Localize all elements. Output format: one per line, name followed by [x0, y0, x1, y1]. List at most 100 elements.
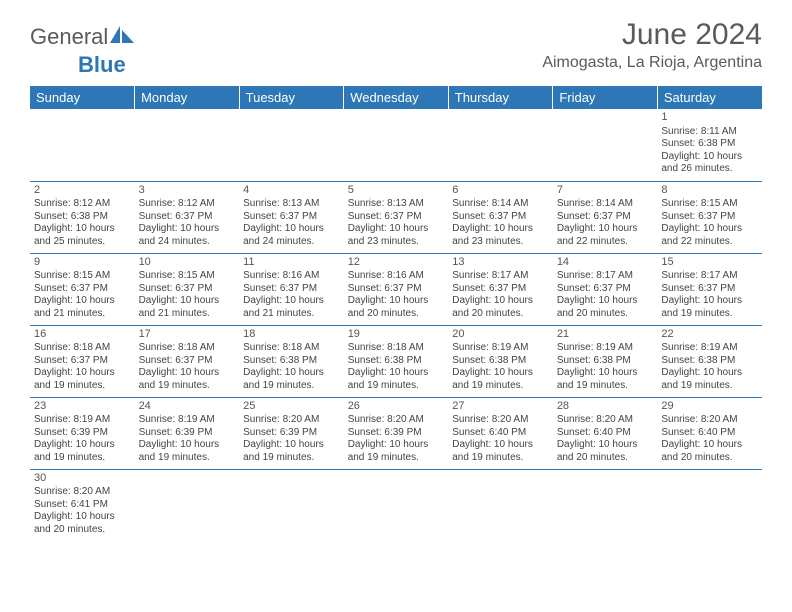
- daylight-line-1: Daylight: 10 hours: [139, 367, 236, 380]
- sunset-line: Sunset: 6:37 PM: [557, 283, 654, 296]
- daylight-line-2: and 19 minutes.: [243, 452, 340, 465]
- sunset-line: Sunset: 6:38 PM: [34, 211, 131, 224]
- sunrise-line: Sunrise: 8:20 AM: [34, 486, 131, 499]
- daylight-line-2: and 24 minutes.: [139, 236, 236, 249]
- sunset-line: Sunset: 6:37 PM: [243, 211, 340, 224]
- daylight-line-1: Daylight: 10 hours: [243, 439, 340, 452]
- day-number: 10: [139, 256, 236, 270]
- sunset-line: Sunset: 6:38 PM: [348, 355, 445, 368]
- daylight-line-1: Daylight: 10 hours: [34, 223, 131, 236]
- calendar-day-cell: 20Sunrise: 8:19 AMSunset: 6:38 PMDayligh…: [448, 325, 553, 397]
- sunrise-line: Sunrise: 8:18 AM: [348, 342, 445, 355]
- calendar-day-cell: 27Sunrise: 8:20 AMSunset: 6:40 PMDayligh…: [448, 397, 553, 469]
- calendar-empty-cell: [448, 109, 553, 181]
- calendar-empty-cell: [30, 109, 135, 181]
- sunrise-line: Sunrise: 8:18 AM: [243, 342, 340, 355]
- daylight-line-2: and 22 minutes.: [661, 236, 758, 249]
- sunset-line: Sunset: 6:41 PM: [34, 499, 131, 512]
- sunrise-line: Sunrise: 8:20 AM: [452, 414, 549, 427]
- day-number: 6: [452, 184, 549, 198]
- calendar-empty-cell: [344, 469, 449, 541]
- daylight-line-2: and 19 minutes.: [139, 380, 236, 393]
- calendar-row: 16Sunrise: 8:18 AMSunset: 6:37 PMDayligh…: [30, 325, 762, 397]
- sail-icon: [110, 24, 136, 50]
- sunrise-line: Sunrise: 8:20 AM: [557, 414, 654, 427]
- sunset-line: Sunset: 6:39 PM: [348, 427, 445, 440]
- daylight-line-1: Daylight: 10 hours: [557, 295, 654, 308]
- sunrise-line: Sunrise: 8:11 AM: [661, 126, 758, 139]
- weekday-header: Tuesday: [239, 86, 344, 109]
- sunset-line: Sunset: 6:37 PM: [661, 211, 758, 224]
- sunrise-line: Sunrise: 8:19 AM: [139, 414, 236, 427]
- sunrise-line: Sunrise: 8:20 AM: [348, 414, 445, 427]
- sunrise-line: Sunrise: 8:20 AM: [243, 414, 340, 427]
- daylight-line-1: Daylight: 10 hours: [243, 367, 340, 380]
- daylight-line-2: and 19 minutes.: [243, 380, 340, 393]
- calendar-day-cell: 14Sunrise: 8:17 AMSunset: 6:37 PMDayligh…: [553, 253, 658, 325]
- weekday-header: Wednesday: [344, 86, 449, 109]
- sunrise-line: Sunrise: 8:12 AM: [34, 198, 131, 211]
- sunrise-line: Sunrise: 8:19 AM: [557, 342, 654, 355]
- sunset-line: Sunset: 6:37 PM: [557, 211, 654, 224]
- sunset-line: Sunset: 6:38 PM: [452, 355, 549, 368]
- calendar-day-cell: 10Sunrise: 8:15 AMSunset: 6:37 PMDayligh…: [135, 253, 240, 325]
- day-number: 12: [348, 256, 445, 270]
- calendar-row: 23Sunrise: 8:19 AMSunset: 6:39 PMDayligh…: [30, 397, 762, 469]
- sunset-line: Sunset: 6:37 PM: [139, 211, 236, 224]
- calendar-empty-cell: [553, 469, 658, 541]
- sunset-line: Sunset: 6:37 PM: [661, 283, 758, 296]
- sunrise-line: Sunrise: 8:17 AM: [661, 270, 758, 283]
- day-number: 15: [661, 256, 758, 270]
- day-number: 27: [452, 400, 549, 414]
- daylight-line-1: Daylight: 10 hours: [452, 223, 549, 236]
- day-number: 25: [243, 400, 340, 414]
- daylight-line-2: and 26 minutes.: [661, 163, 758, 176]
- daylight-line-2: and 20 minutes.: [452, 308, 549, 321]
- daylight-line-1: Daylight: 10 hours: [348, 223, 445, 236]
- daylight-line-1: Daylight: 10 hours: [139, 295, 236, 308]
- sunrise-line: Sunrise: 8:14 AM: [452, 198, 549, 211]
- daylight-line-2: and 25 minutes.: [34, 236, 131, 249]
- daylight-line-1: Daylight: 10 hours: [139, 223, 236, 236]
- day-number: 7: [557, 184, 654, 198]
- daylight-line-2: and 20 minutes.: [348, 308, 445, 321]
- day-number: 19: [348, 328, 445, 342]
- sunset-line: Sunset: 6:37 PM: [139, 355, 236, 368]
- sunrise-line: Sunrise: 8:13 AM: [348, 198, 445, 211]
- daylight-line-2: and 21 minutes.: [243, 308, 340, 321]
- daylight-line-1: Daylight: 10 hours: [661, 151, 758, 164]
- calendar-day-cell: 5Sunrise: 8:13 AMSunset: 6:37 PMDaylight…: [344, 181, 449, 253]
- daylight-line-2: and 20 minutes.: [34, 524, 131, 537]
- daylight-line-2: and 22 minutes.: [557, 236, 654, 249]
- sunrise-line: Sunrise: 8:18 AM: [34, 342, 131, 355]
- daylight-line-1: Daylight: 10 hours: [557, 223, 654, 236]
- calendar-empty-cell: [135, 109, 240, 181]
- daylight-line-1: Daylight: 10 hours: [34, 511, 131, 524]
- calendar-row: 1Sunrise: 8:11 AMSunset: 6:38 PMDaylight…: [30, 109, 762, 181]
- calendar-day-cell: 8Sunrise: 8:15 AMSunset: 6:37 PMDaylight…: [657, 181, 762, 253]
- day-number: 3: [139, 184, 236, 198]
- calendar-empty-cell: [239, 469, 344, 541]
- weekday-header: Saturday: [657, 86, 762, 109]
- daylight-line-2: and 20 minutes.: [557, 308, 654, 321]
- daylight-line-2: and 19 minutes.: [557, 380, 654, 393]
- sunset-line: Sunset: 6:37 PM: [243, 283, 340, 296]
- daylight-line-1: Daylight: 10 hours: [661, 295, 758, 308]
- calendar-day-cell: 16Sunrise: 8:18 AMSunset: 6:37 PMDayligh…: [30, 325, 135, 397]
- sunset-line: Sunset: 6:37 PM: [34, 355, 131, 368]
- calendar-day-cell: 4Sunrise: 8:13 AMSunset: 6:37 PMDaylight…: [239, 181, 344, 253]
- day-number: 21: [557, 328, 654, 342]
- daylight-line-2: and 20 minutes.: [557, 452, 654, 465]
- daylight-line-2: and 19 minutes.: [661, 380, 758, 393]
- calendar-row: 30Sunrise: 8:20 AMSunset: 6:41 PMDayligh…: [30, 469, 762, 541]
- day-number: 29: [661, 400, 758, 414]
- sunset-line: Sunset: 6:38 PM: [661, 355, 758, 368]
- weekday-header: Sunday: [30, 86, 135, 109]
- sunrise-line: Sunrise: 8:17 AM: [557, 270, 654, 283]
- daylight-line-1: Daylight: 10 hours: [661, 223, 758, 236]
- weekday-header: Thursday: [448, 86, 553, 109]
- daylight-line-1: Daylight: 10 hours: [34, 367, 131, 380]
- sunrise-line: Sunrise: 8:20 AM: [661, 414, 758, 427]
- sunset-line: Sunset: 6:37 PM: [452, 283, 549, 296]
- calendar-day-cell: 17Sunrise: 8:18 AMSunset: 6:37 PMDayligh…: [135, 325, 240, 397]
